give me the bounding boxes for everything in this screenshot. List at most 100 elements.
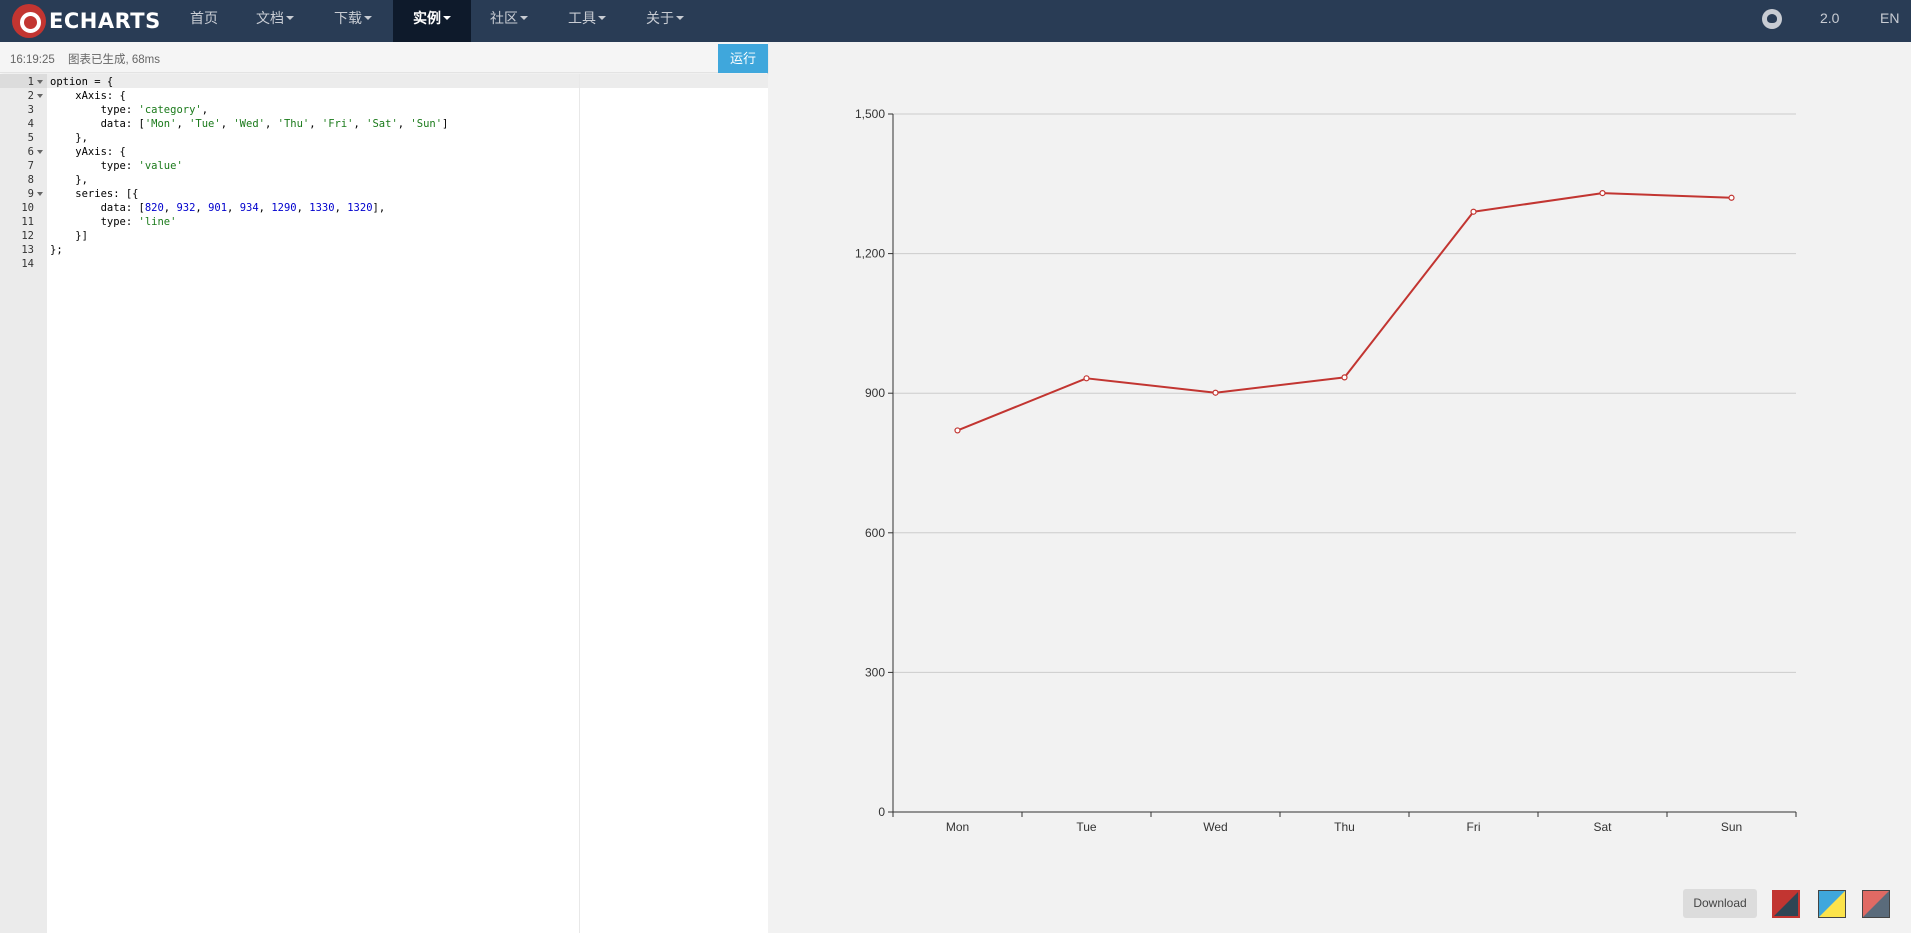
data-point (954, 427, 961, 434)
echarts-logo[interactable]: ECHARTS (12, 3, 161, 39)
line-number: 12 (21, 230, 34, 242)
code-token: 901 (208, 202, 228, 214)
x-tick-label: Sat (1593, 820, 1612, 834)
nav-label: 下载 (334, 10, 362, 26)
code-line: type: 'line' (50, 215, 177, 229)
theme-blue-yellow-swatch[interactable] (1818, 890, 1846, 918)
code-token: 'line' (138, 216, 177, 228)
code-token: type: (50, 160, 139, 172)
nav-item-about[interactable]: 关于 (636, 0, 694, 42)
code-token: type: (50, 104, 139, 116)
code-token: , (195, 202, 209, 214)
download-button[interactable]: Download (1683, 889, 1757, 918)
nav-label: 关于 (646, 10, 674, 26)
code-token: 1320 (347, 202, 373, 214)
code-line: }] (50, 229, 88, 243)
code-token: , (264, 118, 278, 130)
code-token: 'Thu' (277, 118, 310, 130)
nav-item-download[interactable]: 下载 (324, 0, 382, 42)
theme-red-gray-swatch[interactable] (1862, 890, 1890, 918)
nav-label: 文档 (256, 10, 284, 26)
fold-arrow-icon[interactable] (37, 192, 43, 196)
code-token: , (334, 202, 348, 214)
nav-item-community[interactable]: 社区 (480, 0, 538, 42)
code-token: 'category' (138, 104, 202, 116)
code-token: , (163, 202, 177, 214)
code-token: , (353, 118, 367, 130)
line-number: 1 (27, 76, 34, 88)
code-token: series: [{ (50, 188, 139, 200)
code-token: , (176, 118, 190, 130)
print-margin (579, 74, 580, 933)
code-token: , (397, 118, 411, 130)
code-token: data: [ (50, 202, 145, 214)
caret-down-icon (676, 16, 684, 21)
nav-item-home[interactable]: 首页 (172, 0, 236, 42)
y-tick-label: 1,200 (855, 247, 885, 261)
line-number: 11 (21, 216, 34, 228)
code-token: option = { (50, 76, 114, 88)
code-token: ] (442, 118, 449, 130)
version-link[interactable]: 2.0 (1820, 10, 1840, 26)
code-token: 'value' (138, 160, 183, 172)
code-token: ], (372, 202, 386, 214)
run-button[interactable]: 运行 (718, 44, 768, 73)
code-token: }; (50, 244, 63, 256)
line-chart[interactable]: 0 300 600 900 1,200 1,500 Mon Tue Wed Thu Fri Sat Su… (769, 42, 1911, 933)
data-point (1341, 374, 1348, 381)
fold-arrow-icon[interactable] (37, 94, 43, 98)
line-number: 2 (27, 90, 34, 102)
code-token: yAxis: { (50, 146, 126, 158)
code-token: 'Fri' (321, 118, 354, 130)
line-number: 5 (27, 132, 34, 144)
nav-label: 首页 (190, 10, 218, 26)
fold-arrow-icon[interactable] (37, 150, 43, 154)
line-number: 3 (27, 104, 34, 116)
code-line: }, (50, 173, 88, 187)
x-tick-label: Sun (1721, 820, 1742, 834)
code-editor-panel: 16:19:25 图表已生成, 68ms 运行 1 2 3 4 5 6 7 8 9 10 11 12 1… (0, 42, 768, 933)
line-number: 10 (21, 202, 34, 214)
code-token: , (296, 202, 310, 214)
code-line: }; (50, 243, 63, 257)
data-point (1083, 375, 1090, 382)
series-line (957, 192, 1732, 432)
nav-item-examples[interactable]: 实例 (393, 0, 471, 42)
code-token: 'Sun' (410, 118, 443, 130)
line-gutter (0, 74, 47, 933)
line-number: 6 (27, 146, 34, 158)
x-tick-label: Thu (1334, 820, 1355, 834)
code-token: 'Tue' (189, 118, 221, 130)
code-token: type: (50, 216, 139, 228)
code-token: }, (50, 132, 88, 144)
line-number: 9 (27, 188, 34, 200)
chart-preview-panel: 0 300 600 900 1,200 1,500 Mon Tue Wed Thu Fri Sat Su… (769, 42, 1911, 933)
active-line-gutter (0, 74, 47, 88)
x-tick-label: Tue (1076, 820, 1097, 834)
x-tick-label: Mon (946, 820, 969, 834)
y-tick-label: 0 (878, 805, 885, 819)
data-point (1470, 208, 1477, 215)
code-token: }] (50, 230, 88, 242)
language-switch[interactable]: EN (1880, 10, 1900, 26)
nav-item-docs[interactable]: 文档 (246, 0, 304, 42)
status-time: 16:19:25 (10, 54, 55, 66)
line-number: 7 (27, 160, 34, 172)
code-line: yAxis: { (50, 145, 126, 159)
nav-item-tools[interactable]: 工具 (558, 0, 616, 42)
code-token: 932 (176, 202, 196, 214)
caret-down-icon (598, 16, 606, 21)
nav-label: 工具 (568, 10, 596, 26)
y-tick-label: 1,500 (855, 107, 885, 121)
code-editor[interactable]: 1 2 3 4 5 6 7 8 9 10 11 12 13 14 option = { xAxis: { t… (0, 74, 768, 933)
code-line: option = { (50, 75, 113, 89)
code-token: data: [ (50, 118, 145, 130)
theme-dark-red-swatch[interactable] (1772, 890, 1800, 918)
active-line-highlight (47, 74, 768, 88)
caret-down-icon (364, 16, 372, 21)
code-token: , (201, 104, 209, 116)
nav-label: 社区 (490, 10, 518, 26)
x-tick-label: Wed (1203, 820, 1227, 834)
fold-arrow-icon[interactable] (37, 80, 43, 84)
github-icon[interactable] (1762, 9, 1782, 29)
